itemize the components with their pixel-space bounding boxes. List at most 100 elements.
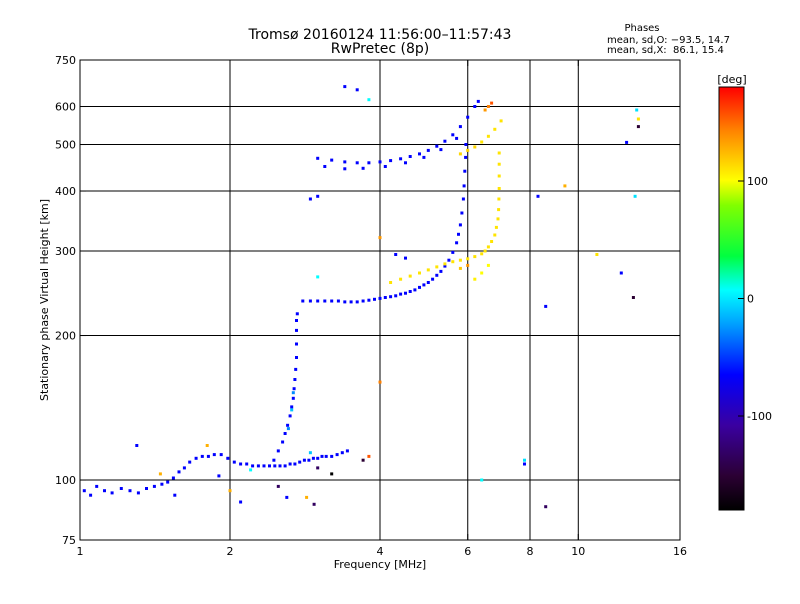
echo-point bbox=[426, 268, 430, 272]
echo-point bbox=[136, 491, 140, 495]
echo-point bbox=[355, 88, 359, 92]
echo-point bbox=[206, 454, 210, 458]
echo-point bbox=[343, 85, 347, 89]
echo-point bbox=[324, 454, 328, 458]
echo-point bbox=[286, 427, 290, 431]
echo-point bbox=[278, 464, 282, 468]
echo-point bbox=[288, 462, 292, 466]
echo-point bbox=[316, 156, 320, 160]
y-tick-label: 200 bbox=[55, 330, 76, 343]
echo-point bbox=[464, 155, 468, 159]
echo-point bbox=[276, 484, 280, 488]
x-axis-label: Frequency [MHz] bbox=[334, 558, 426, 571]
echo-point bbox=[194, 456, 198, 460]
echo-point bbox=[286, 423, 290, 427]
echo-point bbox=[330, 299, 334, 303]
echo-point bbox=[217, 474, 221, 478]
echo-point bbox=[463, 169, 467, 173]
y-tick-label: 750 bbox=[55, 54, 76, 67]
echo-point bbox=[378, 236, 382, 240]
echo-point bbox=[418, 152, 421, 156]
echo-point bbox=[480, 271, 484, 275]
echo-point bbox=[636, 125, 640, 129]
echo-point bbox=[636, 117, 640, 121]
echo-point bbox=[497, 187, 501, 190]
echo-point bbox=[281, 440, 285, 444]
echo-point bbox=[455, 241, 459, 245]
echo-point bbox=[625, 140, 629, 144]
colorbar-tick-label: 100 bbox=[747, 175, 768, 188]
echo-point bbox=[367, 98, 371, 102]
echo-point bbox=[399, 157, 403, 161]
echo-points bbox=[82, 85, 640, 509]
echo-point bbox=[256, 464, 260, 468]
echo-point bbox=[308, 197, 312, 201]
x-tick-label: 8 bbox=[527, 545, 534, 558]
echo-point bbox=[439, 148, 443, 152]
echo-point bbox=[343, 300, 347, 304]
echo-point bbox=[343, 160, 347, 164]
echo-point bbox=[458, 258, 462, 262]
colorbar-tick-label: 0 bbox=[747, 293, 754, 306]
echo-point bbox=[308, 451, 312, 455]
y-tick-label: 75 bbox=[62, 534, 76, 547]
echo-point bbox=[443, 262, 447, 266]
echo-point bbox=[389, 281, 393, 284]
echo-point bbox=[219, 453, 223, 457]
echo-point bbox=[426, 148, 430, 152]
echo-point bbox=[290, 408, 294, 412]
echo-point bbox=[343, 167, 347, 171]
echo-point bbox=[422, 283, 426, 287]
echo-point bbox=[330, 472, 334, 476]
echo-point bbox=[367, 454, 371, 458]
echo-point bbox=[312, 502, 316, 506]
phases-heading: Phases bbox=[624, 23, 659, 34]
echo-point bbox=[323, 299, 327, 303]
echo-point bbox=[473, 255, 477, 259]
echo-point bbox=[182, 466, 186, 470]
echo-point bbox=[268, 464, 271, 468]
echo-point bbox=[378, 380, 382, 384]
echo-point bbox=[466, 148, 470, 152]
echo-point bbox=[361, 166, 365, 170]
echo-point bbox=[483, 249, 487, 253]
echo-point bbox=[595, 253, 599, 256]
echo-point bbox=[293, 378, 297, 381]
echo-point bbox=[493, 127, 497, 131]
echo-point bbox=[486, 134, 490, 138]
y-tick-label: 400 bbox=[55, 185, 76, 198]
echo-point bbox=[486, 245, 490, 249]
echo-point bbox=[473, 145, 477, 149]
x-tick-label: 4 bbox=[377, 545, 384, 558]
colorbar-label: [deg] bbox=[717, 73, 746, 86]
echo-point bbox=[232, 460, 236, 464]
echo-point bbox=[523, 462, 526, 466]
x-tick-label: 16 bbox=[673, 545, 687, 558]
echo-point bbox=[460, 211, 464, 215]
echo-point bbox=[355, 161, 359, 165]
echo-point bbox=[378, 160, 382, 164]
echo-point bbox=[451, 260, 455, 264]
echo-point bbox=[383, 165, 387, 168]
echo-point bbox=[394, 294, 398, 298]
echo-point bbox=[316, 194, 320, 198]
echo-point bbox=[497, 197, 501, 201]
echo-point bbox=[160, 482, 164, 486]
echo-point bbox=[461, 197, 465, 201]
x-axis-ticks: 1 2 4 6 8 10 16 bbox=[77, 60, 687, 558]
echo-point bbox=[285, 495, 289, 499]
echo-point bbox=[544, 304, 548, 308]
echo-point bbox=[128, 489, 132, 493]
echo-point bbox=[228, 489, 232, 493]
echo-point bbox=[166, 480, 170, 484]
echo-point bbox=[301, 299, 305, 303]
x-tick-label: 10 bbox=[571, 545, 585, 558]
echo-point bbox=[288, 414, 292, 418]
echo-point bbox=[316, 299, 320, 303]
echo-point bbox=[158, 472, 162, 476]
echo-point bbox=[455, 136, 459, 140]
echo-point bbox=[483, 108, 487, 112]
echo-point bbox=[497, 162, 501, 166]
echo-point bbox=[439, 269, 443, 273]
